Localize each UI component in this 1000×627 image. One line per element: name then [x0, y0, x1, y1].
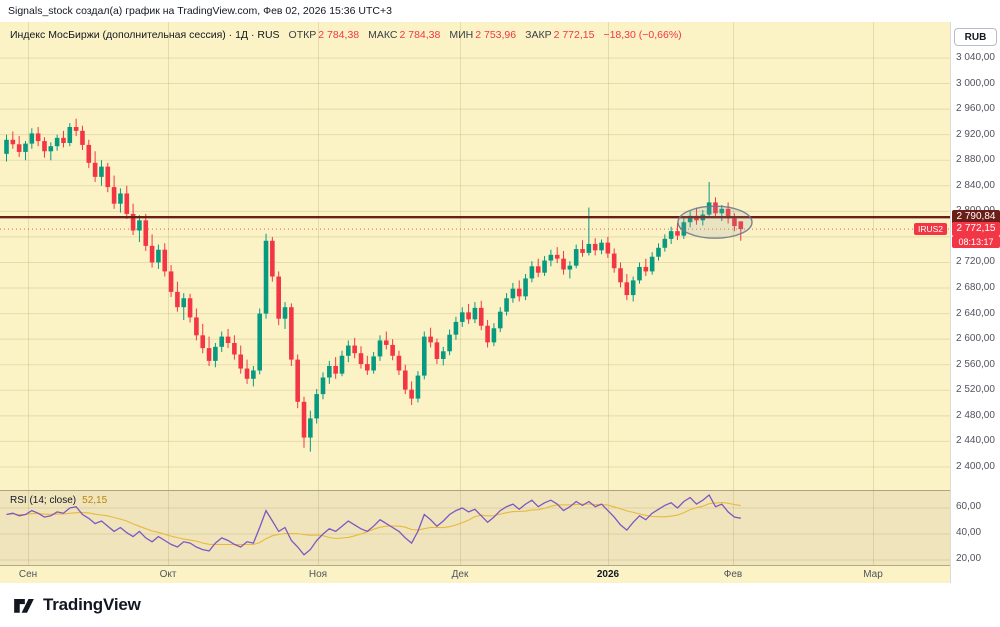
rsi-tick: 60,00	[956, 501, 982, 512]
price-tick: 2 640,00	[956, 307, 995, 319]
price-pane[interactable]: Индекс МосБиржи (дополнительная сессия) …	[0, 22, 950, 490]
close-label: ЗАКР	[525, 29, 552, 41]
price-tick: 2 400,00	[956, 460, 995, 472]
rsi-title[interactable]: RSI (14; close)	[10, 495, 77, 506]
open-value: 2 784,38	[318, 29, 360, 41]
price-pane-svg	[0, 22, 950, 490]
price-tick: 2 520,00	[956, 384, 995, 396]
hline-price-label: 2 790,84	[952, 210, 1000, 225]
attribution-text: Signals_stock создал(а) график на Tradin…	[8, 5, 392, 17]
open-label: ОТКР	[288, 29, 317, 41]
rsi-tick: 20,00	[956, 553, 982, 564]
last-price-label: 2 772,15	[952, 222, 1000, 237]
chart-area: Индекс МосБиржи (дополнительная сессия) …	[0, 22, 1000, 583]
ellipse-annotation	[677, 205, 753, 239]
price-tick: 2 480,00	[956, 409, 995, 421]
time-axis[interactable]: Сен Окт Ноя Дек 2026 Фев Мар	[0, 565, 950, 583]
symbol-title[interactable]: Индекс МосБиржи (дополнительная сессия) …	[10, 29, 280, 41]
time-axis-label: 2026	[596, 569, 620, 580]
price-tick: 2 680,00	[956, 282, 995, 294]
price-tick: 2 960,00	[956, 103, 995, 115]
rsi-ma-line	[6, 501, 741, 546]
price-tick: 3 000,00	[956, 77, 995, 89]
price-tick: 2 560,00	[956, 358, 995, 370]
time-axis-label: Дек	[451, 569, 469, 580]
tradingview-logo-icon[interactable]	[12, 593, 36, 617]
candles-layer	[4, 118, 744, 452]
close-value: 2 772,15	[553, 29, 595, 41]
rsi-pane-svg	[0, 491, 950, 565]
tradingview-logo-text[interactable]: TradingView	[43, 595, 141, 614]
price-tick: 2 920,00	[956, 128, 995, 140]
price-tick: 2 840,00	[956, 179, 995, 191]
countdown-label: 08:13:17	[952, 236, 1000, 249]
time-axis-label: Окт	[159, 569, 177, 580]
low-label: МИН	[449, 29, 474, 41]
price-tick: 2 600,00	[956, 333, 995, 345]
price-tick: 3 040,00	[956, 52, 995, 63]
time-axis-label: Фев	[723, 569, 743, 580]
rsi-tick: 40,00	[956, 527, 982, 538]
time-axis-label: Мар	[863, 569, 883, 580]
price-tick: 2 720,00	[956, 256, 995, 268]
time-axis-label: Сен	[18, 569, 38, 580]
rsi-legend: RSI (14; close) 52,15	[10, 495, 107, 506]
time-axis-label: Ноя	[308, 569, 328, 580]
symbol-legend: Индекс МосБиржи (дополнительная сессия) …	[10, 29, 682, 41]
low-value: 2 753,96	[475, 29, 517, 41]
rsi-line	[6, 493, 741, 556]
rsi-value: 52,15	[82, 495, 108, 506]
symbol-price-tag: IRUS2	[913, 223, 947, 236]
high-value: 2 784,38	[399, 29, 441, 41]
change-value: −18,30 (−0,66%)	[603, 29, 682, 41]
price-axis[interactable]: RUB 2 790,84 2 772,15 08:13:17 3 040,00 3…	[950, 22, 1000, 583]
high-label: МАКС	[368, 29, 398, 41]
footer: TradingView	[0, 583, 1000, 627]
rsi-pane[interactable]: RSI (14; close) 52,15	[0, 490, 950, 565]
attribution-bar: Signals_stock создал(а) график на Tradin…	[0, 0, 1000, 22]
currency-button[interactable]: RUB	[954, 28, 997, 46]
price-tick: 2 440,00	[956, 435, 995, 447]
price-tick: 2 880,00	[956, 154, 995, 166]
